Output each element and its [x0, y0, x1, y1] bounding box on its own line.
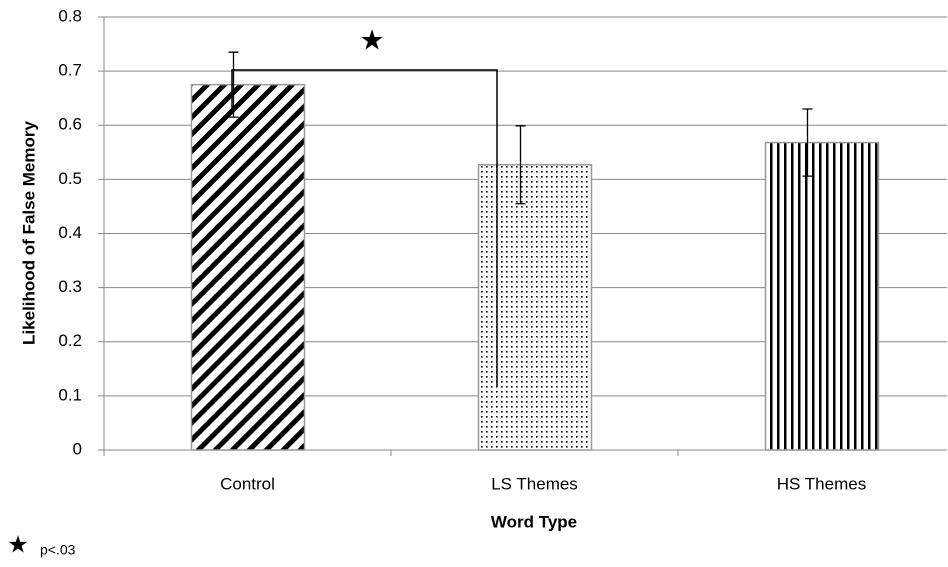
y-tick-label: 0.4 — [58, 223, 82, 242]
significance-legend-marker: ★ — [7, 531, 29, 558]
y-tick-label: 0.1 — [58, 385, 82, 404]
y-tick-label: 0 — [73, 439, 82, 458]
error-bar — [228, 51, 239, 118]
x-tick-label: Control — [220, 474, 275, 493]
y-tick-label: 0.7 — [58, 61, 82, 80]
bar — [764, 141, 880, 451]
y-tick-label: 0.6 — [58, 115, 82, 134]
significance-bracket — [231, 69, 498, 387]
y-tick-label: 0.8 — [58, 6, 82, 25]
y-axis-label: Likelihood of False Memory — [19, 121, 38, 345]
significance-marker: ★ — [359, 24, 384, 55]
bar — [190, 83, 306, 451]
error-bar — [515, 125, 526, 205]
x-tick-label: HS Themes — [777, 474, 866, 493]
significance-note: p<.03 — [40, 542, 76, 558]
error-bar — [802, 108, 813, 177]
x-tick-label: LS Themes — [491, 474, 578, 493]
x-axis-label: Word Type — [491, 512, 577, 531]
y-tick-label: 0.2 — [58, 331, 82, 350]
bar — [477, 164, 593, 451]
y-tick-label: 0.3 — [58, 277, 82, 296]
y-tick-label: 0.5 — [58, 169, 82, 188]
